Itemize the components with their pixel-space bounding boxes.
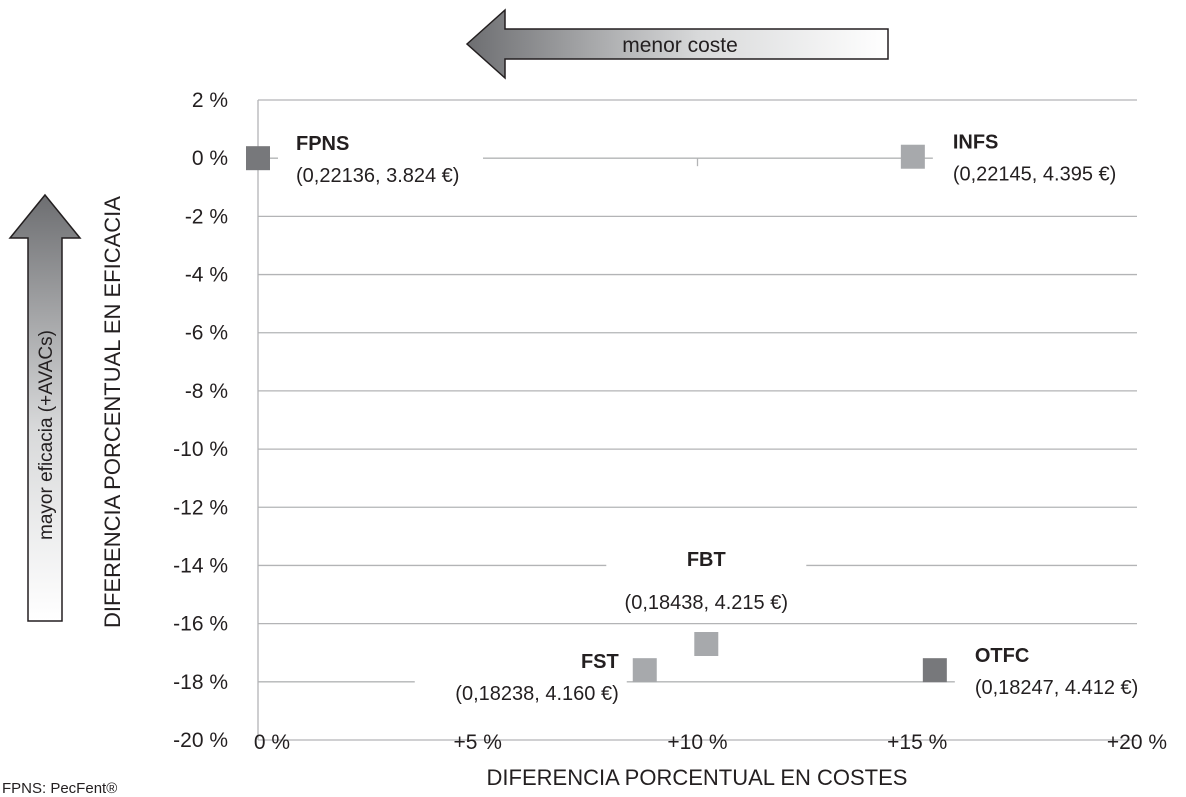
y-tick-label: 2 % [192, 89, 228, 112]
x-axis-title: DIFERENCIA PORCENTUAL EN COSTES [487, 765, 908, 790]
y-tick-label: -4 % [185, 264, 228, 287]
point-marker [900, 144, 925, 169]
point-marker [246, 146, 270, 171]
point-name-label: FST [581, 651, 619, 673]
point-detail-label: (0,18438, 4.215 €) [625, 592, 788, 614]
y-tick-label: -18 % [173, 671, 228, 694]
point-marker [632, 658, 657, 683]
x-tick-label: +15 % [887, 731, 947, 754]
y-tick-label: -6 % [185, 322, 228, 345]
y-tick-label: -20 % [173, 729, 228, 752]
y-tick-label: -10 % [173, 438, 228, 461]
y-tick-label: 0 % [192, 147, 228, 170]
point-name-label: FPNS [296, 133, 349, 155]
point-marker [694, 632, 719, 656]
label-background [414, 642, 627, 715]
point-name-label: INFS [953, 132, 999, 154]
point-detail-label: (0,18247, 4.412 €) [975, 677, 1138, 699]
x-tick-label: +20 % [1107, 731, 1167, 754]
y-tick-label: -16 % [173, 613, 228, 636]
point-name-label: FBT [687, 549, 726, 571]
y-tick-label: -2 % [185, 205, 228, 228]
y-tick-label: -12 % [173, 496, 228, 519]
cost-arrow: menor coste [465, 8, 889, 80]
efficacy-arrow-label: mayor eficacia (+AVACs) [36, 330, 57, 540]
point-detail-label: (0,18238, 4.160 €) [455, 683, 618, 705]
plot-area: 2 % 0 % -2 % -4 % -6 % -8 % -10 % -12 % -14 % -16… [173, 89, 1167, 754]
label-background [954, 642, 1165, 715]
label-background [278, 130, 483, 203]
efficacy-arrow: mayor eficacia (+AVACs) [8, 193, 82, 622]
label-background [606, 534, 807, 619]
point-detail-label: (0,22145, 4.395 €) [953, 164, 1116, 186]
cost-arrow-label: menor coste [622, 34, 738, 57]
y-tick-label: -14 % [173, 554, 228, 577]
point-name-label: OTFC [975, 645, 1029, 667]
point-detail-label: (0,22136, 3.824 €) [296, 165, 459, 187]
footnote: FPNS: PecFent® [2, 780, 118, 797]
label-background [932, 128, 1143, 201]
y-axis-title: DIFERENCIA PORCENTUAL EN EFICACIA [100, 196, 125, 628]
y-tick-label: -8 % [185, 380, 228, 403]
x-tick-label: +5 % [454, 731, 502, 754]
x-tick-label: 0 % [254, 731, 290, 754]
x-tick-label: +10 % [667, 731, 727, 754]
point-marker [922, 658, 947, 683]
